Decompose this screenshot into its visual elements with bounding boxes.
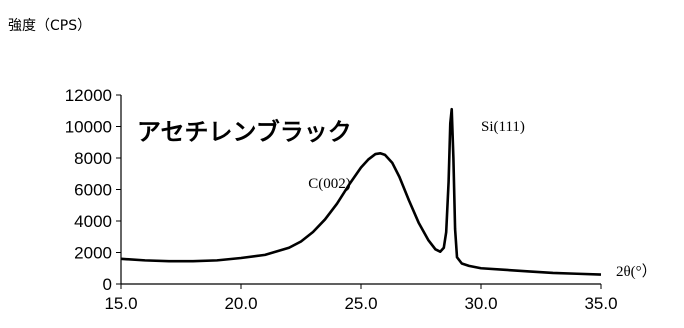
y-tick-label: 8000 — [74, 149, 112, 168]
x-tick-label: 20.0 — [224, 294, 257, 313]
chart-title: アセチレンブラック — [137, 118, 352, 146]
y-tick-label: 0 — [103, 275, 112, 294]
x-tick-label: 25.0 — [344, 294, 377, 313]
peak-annotations: C(002) Si(111) — [308, 119, 525, 192]
y-axis-label: 強度（CPS） — [8, 18, 91, 34]
y-tick-label: 2000 — [74, 244, 112, 263]
y-tick-label: 12000 — [65, 86, 112, 105]
diffraction-curve — [120, 107, 602, 276]
y-tick-label: 4000 — [74, 212, 112, 231]
y-tick-label: 6000 — [74, 181, 112, 200]
y-tick-label: 10000 — [65, 118, 112, 137]
peak-annotation: Si(111) — [481, 119, 525, 135]
x-tick-label: 30.0 — [464, 294, 497, 313]
x-tick-label: 35.0 — [584, 294, 617, 313]
x-tick-labels: 15.0 20.0 25.0 30.0 35.0 — [104, 294, 617, 313]
x-axis-label: 2θ(°） — [616, 263, 657, 280]
x-tick-label: 15.0 — [104, 294, 137, 313]
y-tick-labels: 0 2000 4000 6000 8000 10000 12000 — [65, 86, 112, 294]
peak-annotation: C(002) — [308, 176, 351, 192]
axes — [116, 94, 602, 289]
